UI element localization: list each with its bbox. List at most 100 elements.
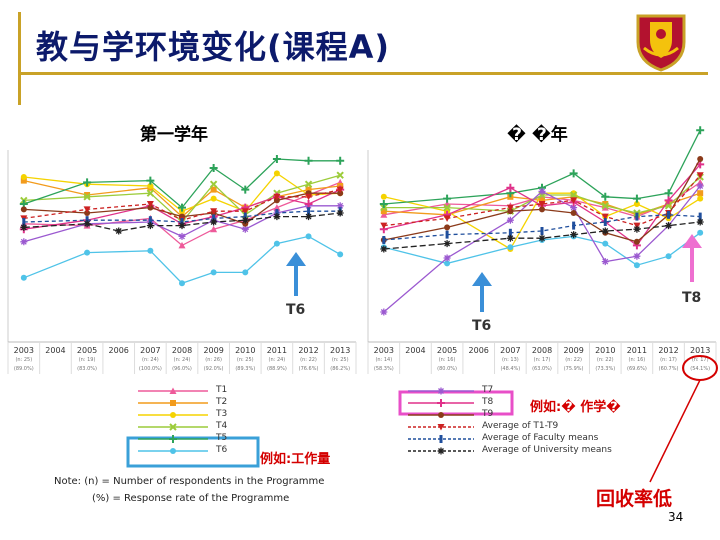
legend-marker <box>438 412 444 418</box>
data-point <box>380 208 387 215</box>
data-point <box>601 227 609 235</box>
response-rate-label: (96.0%) <box>172 366 192 372</box>
response-rate-label: (86.2%) <box>330 366 351 372</box>
left-chart-axes <box>7 150 357 374</box>
data-point <box>305 233 312 240</box>
data-point <box>506 183 515 192</box>
data-point <box>443 203 451 212</box>
data-point <box>241 216 249 224</box>
data-point <box>275 209 279 217</box>
data-point <box>273 204 281 211</box>
data-point <box>696 218 704 226</box>
legend-label: T8 <box>482 397 494 407</box>
response-rate-label: (63.0%) <box>532 366 552 372</box>
x-tick-label: 2004 <box>45 346 66 355</box>
data-point <box>20 223 28 231</box>
series-t5 <box>19 155 345 212</box>
title-frame-vertical <box>18 12 21 105</box>
response-rate-label: (92.0%) <box>203 366 224 372</box>
x-tick-label: 2009 <box>203 346 224 355</box>
data-point <box>444 224 451 231</box>
data-point <box>506 204 514 212</box>
right-t6-label: T6 <box>472 318 492 334</box>
data-point <box>538 234 546 242</box>
data-point <box>272 155 281 163</box>
data-point <box>538 187 546 195</box>
series-t6 <box>20 233 344 287</box>
data-point <box>570 204 578 212</box>
university-crest-icon <box>636 14 686 72</box>
data-point <box>178 222 186 230</box>
legend-swatch <box>408 412 474 418</box>
x-tick-label: 2013 <box>329 346 351 355</box>
data-point <box>84 249 91 256</box>
response-rate-label: (73.3%) <box>595 366 616 372</box>
data-point <box>336 171 344 179</box>
data-point <box>507 208 514 215</box>
data-point <box>665 253 672 260</box>
data-point <box>20 274 27 281</box>
data-point <box>336 202 344 210</box>
right-panel-header: � �年 <box>507 125 568 145</box>
respondents-label: (n: 25) <box>15 357 33 363</box>
data-point <box>507 244 514 251</box>
data-point <box>20 174 27 180</box>
example-workload-annotation: 例如:工作量 <box>260 452 331 467</box>
data-point <box>273 170 280 177</box>
data-point <box>380 193 387 200</box>
respondents-label: (n: 22) <box>300 357 317 363</box>
data-point <box>570 197 578 204</box>
legend-label: T5 <box>216 433 228 443</box>
legend-label: T4 <box>216 421 228 431</box>
data-point <box>210 186 217 193</box>
series-line <box>23 212 341 232</box>
data-point <box>665 222 673 230</box>
t6-highlight-box <box>126 436 260 468</box>
series-average-of-university-means <box>380 218 704 253</box>
data-point <box>443 240 451 248</box>
data-point <box>304 200 313 208</box>
data-point <box>664 196 673 205</box>
x-tick-label: 2010 <box>235 346 256 355</box>
data-point <box>379 200 388 208</box>
title-frame-rule <box>18 72 708 75</box>
legend-marker <box>437 399 445 407</box>
x-tick-label: 2003 <box>13 346 34 355</box>
data-point <box>83 220 91 228</box>
data-point <box>147 247 154 254</box>
legend-label: T2 <box>216 397 228 407</box>
legend-label: Average of T1-T9 <box>482 421 559 431</box>
respondents-label: (n: 19) <box>78 357 96 363</box>
x-tick-label: 2003 <box>373 346 394 355</box>
data-point <box>115 227 123 235</box>
legend-marker <box>169 435 177 443</box>
data-point <box>601 258 609 266</box>
legend-marker <box>437 447 445 455</box>
data-point <box>633 238 640 245</box>
data-point <box>146 176 155 185</box>
data-point <box>380 245 388 253</box>
x-tick-label: 2006 <box>108 346 129 355</box>
data-point <box>508 228 512 237</box>
x-tick-label: 2009 <box>563 346 584 355</box>
data-point <box>570 193 577 200</box>
data-point <box>146 189 155 197</box>
data-point <box>209 164 218 172</box>
respondents-label: (n: 17) <box>660 357 677 363</box>
data-point <box>241 225 249 233</box>
response-rate-label: (58.3%) <box>373 366 394 372</box>
x-tick-label: 2011 <box>266 346 288 355</box>
data-point <box>667 210 671 219</box>
data-point <box>20 177 27 184</box>
respondents-label: (n: 17) <box>691 357 709 363</box>
data-point <box>243 212 247 221</box>
data-point <box>380 211 388 218</box>
data-point <box>443 194 452 203</box>
respondents-label: (n: 16) <box>438 357 456 363</box>
respondents-label: (n: 26) <box>205 357 222 363</box>
data-point <box>633 225 641 233</box>
x-tick-label: 2005 <box>76 346 98 355</box>
x-tick-label: 2013 <box>689 346 711 355</box>
data-point <box>241 208 249 215</box>
data-point <box>210 269 217 276</box>
